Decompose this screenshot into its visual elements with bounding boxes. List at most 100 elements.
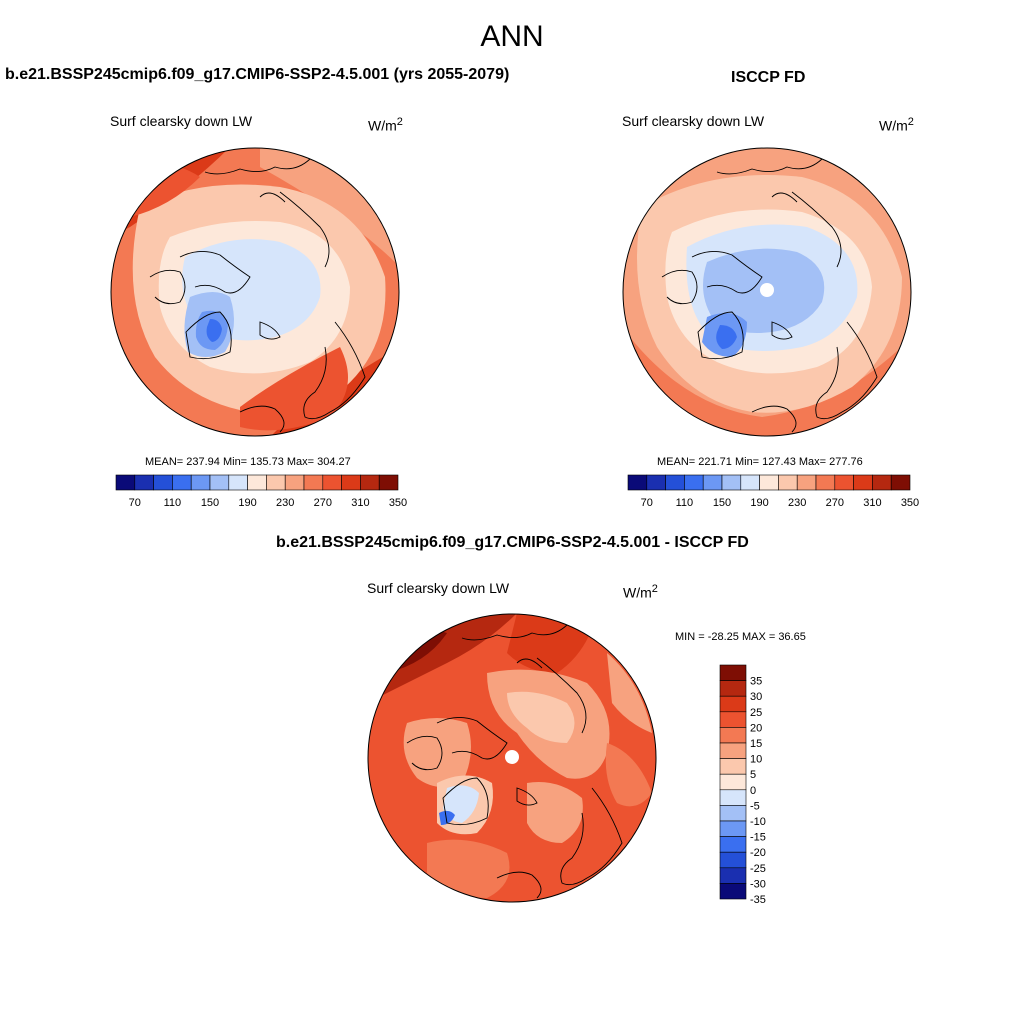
diff-colorbar-tick-label: -10 [750,816,766,828]
diff-colorbar-box [719,789,747,806]
diff-colorbar-box [719,836,747,853]
obs-colorbar-box [646,474,666,491]
diff-colorbar-ticks: 35 30 25 20 15 10 5 0 -5 -10 -15 -20 -25 -30 -35 [750,676,766,904]
model-colorbar-ticks: 70 110 150 190 230 270 310 350 [129,497,408,509]
diff-colorbar-boxes [719,664,747,900]
obs-colorbar-tick-label: 190 [750,497,768,509]
obs-stats-label: MEAN= 221.71 Min= 127.43 Max= 277.76 [657,456,863,468]
model-colorbar-box [266,474,286,491]
season-title: ANN [480,20,544,53]
model-colorbar-box [134,474,154,491]
obs-colorbar-tick-label: 270 [826,497,844,509]
diff-colorbar-box [719,820,747,837]
obs-colorbar-tick-label: 150 [713,497,731,509]
diff-colorbar-box [719,664,747,681]
model-colorbar-boxes [115,474,399,491]
diff-colorbar-tick-label: -25 [750,863,766,875]
model-colorbar: 70 110 150 190 230 270 310 350 [115,474,408,509]
diff-panel-title: b.e21.BSSP245cmip6.f09_g17.CMIP6-SSP2-4.… [276,534,749,551]
diff-colorbar-tick-label: -15 [750,832,766,844]
model-polar-map [110,147,400,437]
obs-colorbar-box [815,474,836,491]
obs-colorbar-box [853,474,873,491]
model-colorbar-box [228,474,248,491]
diff-colorbar-tick-label: 10 [750,754,762,766]
model-colorbar-box [378,474,399,491]
obs-colorbar-box [740,474,760,491]
diff-colorbar-box [719,742,747,759]
obs-colorbar-tick-label: 310 [863,497,881,509]
diff-units-label: W/m2 [623,583,658,601]
diff-colorbar-box [719,883,747,900]
model-colorbar-tick-label: 70 [129,497,141,509]
model-variable-label: Surf clearsky down LW [110,113,253,129]
obs-panel-title: ISCCP FD [731,69,806,86]
diff-colorbar-box [719,711,747,728]
model-stats-label: MEAN= 237.94 Min= 135.73 Max= 304.27 [145,456,351,468]
model-colorbar-box [115,474,136,491]
model-colorbar-tick-label: 310 [351,497,369,509]
obs-colorbar-tick-label: 70 [641,497,653,509]
diff-colorbar-box [719,851,747,869]
obs-colorbar-ticks: 70 110 150 190 230 270 310 350 [641,497,920,509]
model-colorbar-box [303,474,324,491]
diff-colorbar-tick-label: 15 [750,738,762,750]
model-colorbar-box [284,474,305,491]
obs-colorbar-box [702,474,723,491]
diff-colorbar-tick-label: 30 [750,691,762,703]
obs-colorbar-tick-label: 350 [901,497,919,509]
diff-colorbar-box [719,695,747,713]
diff-colorbar-tick-label: -20 [750,847,766,859]
obs-colorbar-box [890,474,911,491]
model-colorbar-box [247,474,267,491]
diff-colorbar-box [719,867,747,884]
model-colorbar-box [190,474,211,491]
model-colorbar-tick-label: 350 [389,497,407,509]
diff-colorbar-tick-label: 0 [750,785,756,797]
model-colorbar-box [172,474,192,491]
obs-colorbar-tick-label: 110 [676,497,694,509]
diff-colorbar-tick-label: 25 [750,707,762,719]
diff-colorbar-tick-label: -35 [750,894,766,904]
obs-variable-label: Surf clearsky down LW [622,113,765,129]
model-colorbar-box [153,474,173,491]
obs-colorbar-box [721,474,742,491]
diff-polar-map [367,613,657,903]
diff-colorbar-box [719,758,747,775]
diff-colorbar-tick-label: 20 [750,722,762,734]
obs-colorbar-box [684,474,704,491]
diff-colorbar-tick-label: 5 [750,769,756,781]
obs-colorbar: 70 110 150 190 230 270 310 350 [627,474,920,509]
model-colorbar-tick-label: 230 [276,497,294,509]
model-colorbar-box [209,474,230,491]
model-colorbar-box [322,474,342,491]
obs-colorbar-box [665,474,685,491]
obs-colorbar-box [834,474,854,491]
model-units-label: W/m2 [368,116,403,134]
diff-colorbar-tick-label: -5 [750,800,760,812]
diff-colorbar-box [719,680,747,697]
obs-colorbar-box [796,474,817,491]
obs-colorbar-boxes [627,474,911,491]
obs-colorbar-box [872,474,892,491]
model-colorbar-tick-label: 270 [314,497,332,509]
model-colorbar-box [341,474,361,491]
model-colorbar-tick-label: 190 [238,497,256,509]
diff-stats-label: MIN = -28.25 MAX = 36.65 [675,631,806,643]
diff-colorbar-tick-label: 35 [750,676,762,688]
obs-colorbar-tick-label: 230 [788,497,806,509]
diff-variable-label: Surf clearsky down LW [367,580,510,596]
obs-colorbar-box [627,474,648,491]
diff-colorbar-box [719,727,747,744]
obs-colorbar-box [759,474,779,491]
diff-colorbar-box [719,805,747,822]
model-panel-title: b.e21.BSSP245cmip6.f09_g17.CMIP6-SSP2-4.… [5,66,510,83]
model-colorbar-tick-label: 150 [201,497,219,509]
model-colorbar-tick-label: 110 [164,497,182,509]
obs-units-label: W/m2 [879,116,914,134]
diff-colorbar-tick-label: -30 [750,878,766,890]
obs-colorbar-box [778,474,798,491]
diff-colorbar-box [719,773,747,791]
obs-polar-map [622,147,912,437]
model-colorbar-box [360,474,380,491]
